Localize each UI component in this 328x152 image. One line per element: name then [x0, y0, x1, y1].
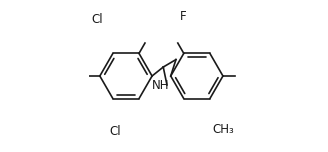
Text: F: F	[180, 10, 186, 23]
Text: Cl: Cl	[110, 125, 121, 138]
Text: NH: NH	[152, 79, 169, 92]
Text: CH₃: CH₃	[213, 123, 235, 136]
Text: Cl: Cl	[92, 13, 103, 26]
